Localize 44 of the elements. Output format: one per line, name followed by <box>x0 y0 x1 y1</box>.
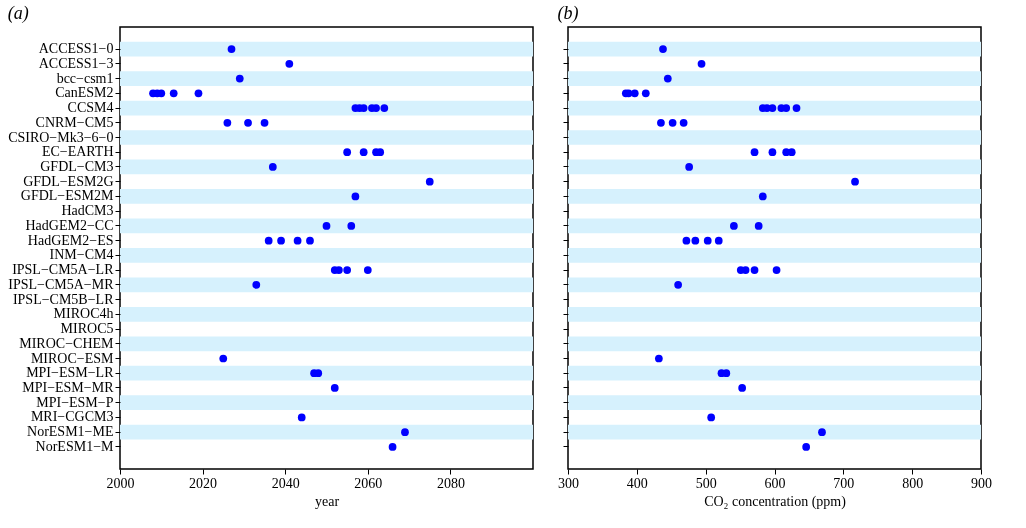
y-tick-label: MIROC−ESM <box>30 350 115 366</box>
x-tick-label: 500 <box>695 475 717 491</box>
y-tick-label: GFDL−ESM2M <box>20 188 115 204</box>
y-tick-label: bcc−csm1 <box>56 70 114 86</box>
y-tick-label: IPSL−CM5A−MR <box>8 276 115 292</box>
x-tick-label: 2080 <box>436 475 465 491</box>
y-tick-label: CanESM2 <box>55 85 114 101</box>
y-tick-label: MPI−ESM−P <box>36 394 114 410</box>
x-tick-label: 2020 <box>189 475 218 491</box>
chart-title: (b) <box>557 3 579 24</box>
y-tick-label: MPI−ESM−LR <box>26 365 115 381</box>
y-tick-label: HadGEM2−CC <box>25 217 114 233</box>
y-tick-label: MRI−CGCM3 <box>30 409 114 425</box>
y-tick-label: CCSM4 <box>67 100 114 116</box>
y-tick-label: GFDL−CM3 <box>40 158 114 174</box>
y-tick-label: IPSL−CM5B−LR <box>12 291 115 307</box>
chart-title: (a) <box>7 3 29 24</box>
y-tick-label: MIROC−CHEM <box>19 335 115 351</box>
x-tick-label: 2060 <box>354 475 383 491</box>
y-tick-label: INM−CM4 <box>49 247 114 263</box>
y-tick-label: GFDL−ESM2G <box>23 173 114 189</box>
y-tick-label: MPI−ESM−MR <box>22 379 115 395</box>
y-tick-label: CNRM−CM5 <box>35 114 114 130</box>
y-tick-label: MIROC5 <box>60 321 114 337</box>
x-axis-title: CO₂ concentration (ppm) <box>704 493 847 510</box>
x-tick-label: 2040 <box>271 475 300 491</box>
y-tick-label: CSIRO−Mk3−6−0 <box>8 129 114 145</box>
x-tick-label: 700 <box>833 475 855 491</box>
x-tick-label: 600 <box>764 475 786 491</box>
x-tick-label: 400 <box>626 475 648 491</box>
y-tick-label: ACCESS1−0 <box>38 41 114 57</box>
x-tick-label: 800 <box>902 475 924 491</box>
y-tick-label: HadCM3 <box>61 203 114 219</box>
y-tick-label: MIROC4h <box>53 306 114 322</box>
y-tick-label: EC−EARTH <box>41 144 114 160</box>
y-tick-label: NorESM1−ME <box>27 424 114 440</box>
y-tick-label: NorESM1−M <box>35 438 115 454</box>
x-axis-title: year <box>314 493 340 509</box>
y-tick-label: ACCESS1−3 <box>38 55 114 71</box>
x-tick-label: 900 <box>971 475 992 491</box>
x-tick-label: 2000 <box>106 475 135 491</box>
y-tick-label: IPSL−CM5A−LR <box>12 262 115 278</box>
y-tick-label: HadGEM2−ES <box>27 232 114 248</box>
x-tick-label: 300 <box>558 475 579 491</box>
